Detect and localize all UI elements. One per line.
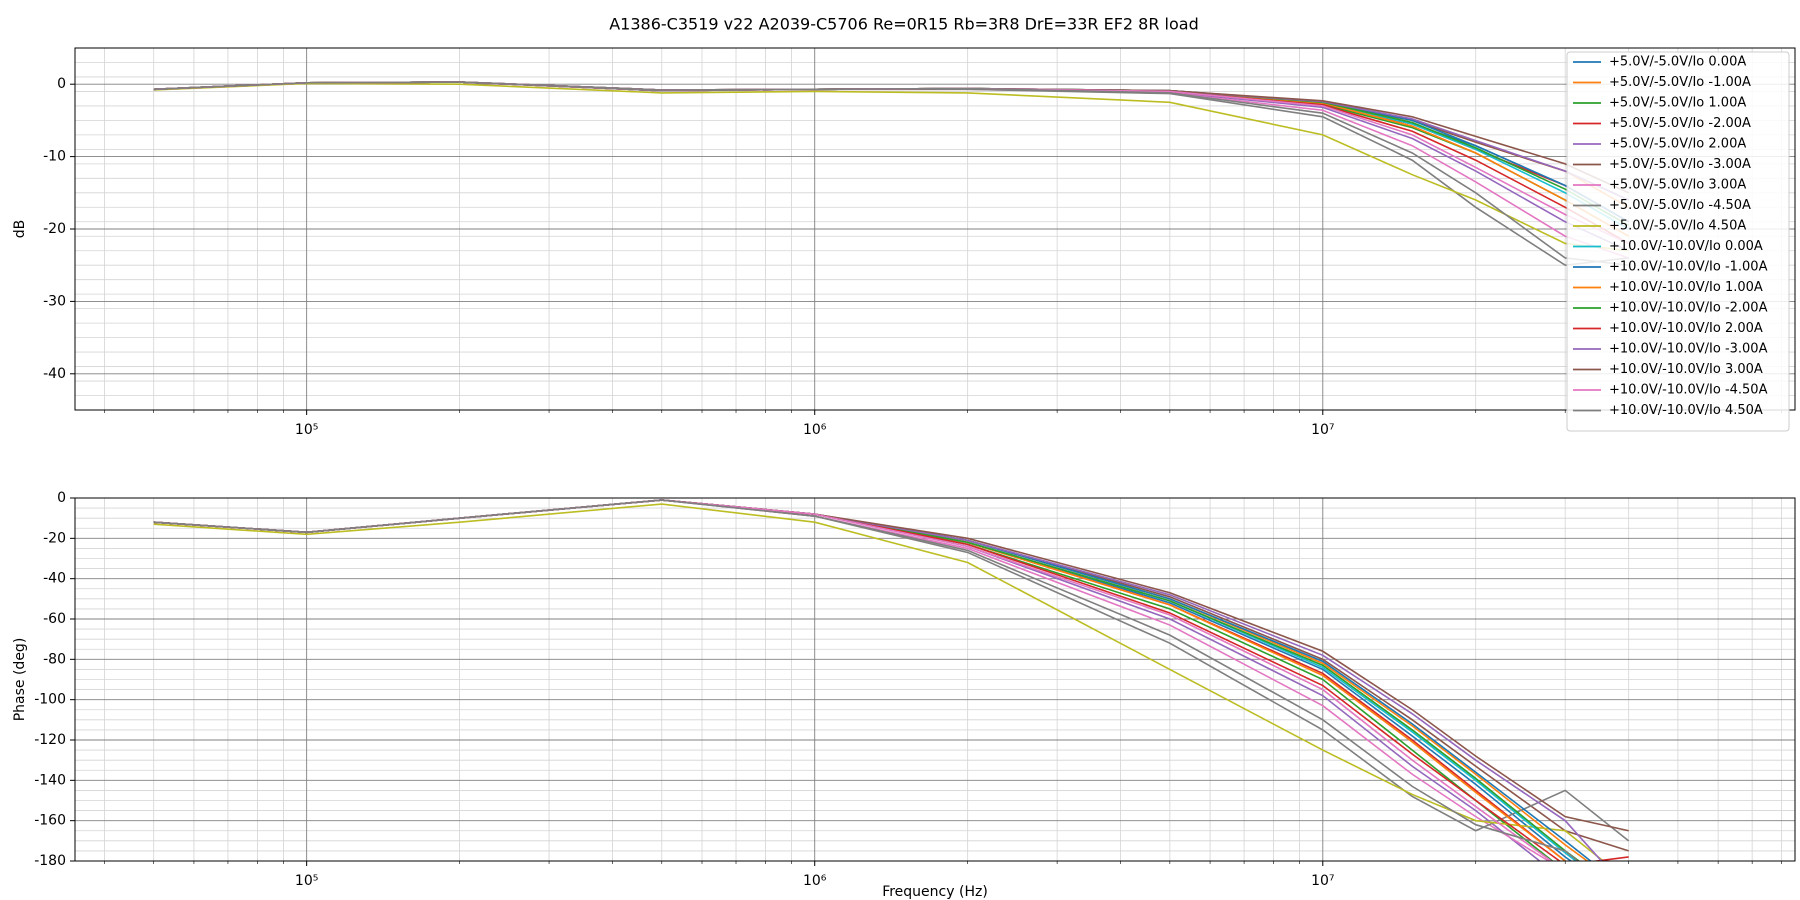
legend-label: +10.0V/-10.0V/Io -2.00A [1609, 301, 1768, 316]
x-tick-label: 10⁷ [1311, 422, 1334, 438]
legend-label: +5.0V/-5.0V/Io 0.00A [1609, 55, 1746, 70]
y-tick-label: -100 [34, 692, 66, 708]
legend-label: +5.0V/-5.0V/Io 2.00A [1609, 137, 1746, 152]
legend-label: +10.0V/-10.0V/Io -1.00A [1609, 260, 1768, 275]
legend-label: +5.0V/-5.0V/Io -1.00A [1609, 75, 1751, 90]
plot-area [153, 81, 1630, 267]
legend-label: +10.0V/-10.0V/Io 1.00A [1609, 280, 1763, 295]
legend-label: +5.0V/-5.0V/Io 4.50A [1609, 219, 1746, 234]
legend-label: +5.0V/-5.0V/Io 3.00A [1609, 178, 1746, 193]
y-tick-label: -20 [43, 221, 66, 237]
series-line [153, 81, 1630, 252]
series-line [153, 499, 1629, 852]
legend-label: +10.0V/-10.0V/Io 2.00A [1609, 321, 1763, 336]
axes-frame [74, 497, 1796, 862]
x-tick-label: 10⁶ [803, 422, 827, 438]
legend-label: +10.0V/-10.0V/Io 3.00A [1609, 362, 1763, 377]
x-tick-label: 10⁵ [295, 422, 318, 438]
y-tick-label: -40 [43, 571, 66, 587]
x-tick-label: 10⁵ [295, 873, 318, 889]
series-line [153, 81, 1630, 237]
legend-label: +10.0V/-10.0V/Io -4.50A [1609, 383, 1768, 398]
series-line [153, 81, 1630, 227]
series-line [153, 81, 1629, 259]
x-tick-label: 10⁶ [803, 873, 827, 889]
legend-label: +10.0V/-10.0V/Io -3.00A [1609, 342, 1768, 357]
figure-title: A1386-C3519 v22 A2039-C5706 Re=0R15 Rb=3… [609, 15, 1199, 34]
axes-frame [74, 47, 1796, 411]
series-line [153, 81, 1629, 267]
y-tick-label: -60 [43, 611, 66, 627]
y-tick-label: -20 [43, 530, 66, 546]
series-line [153, 81, 1630, 223]
series-line [153, 81, 1629, 266]
series-line [153, 81, 1630, 237]
y-tick-label: -180 [34, 853, 66, 869]
legend-label: +10.0V/-10.0V/Io 4.50A [1609, 403, 1763, 418]
y-tick-label: -30 [43, 293, 66, 309]
y-tick-label: -40 [43, 366, 66, 382]
series-line [153, 499, 1581, 861]
x-tick-label: 10⁷ [1311, 873, 1334, 889]
y-tick-label: -80 [43, 651, 66, 667]
legend-label: +5.0V/-5.0V/Io -4.50A [1609, 198, 1751, 213]
x-axis-label: Frequency (Hz) [882, 884, 988, 900]
y-tick-label: 0 [57, 76, 66, 92]
legend-label: +5.0V/-5.0V/Io -2.00A [1609, 116, 1751, 131]
y-tick-label: 0 [57, 490, 66, 506]
y-tick-label: -10 [43, 149, 66, 165]
y-tick-label: -160 [34, 813, 66, 829]
plot-area [153, 499, 1630, 861]
y-axis-label: Phase (deg) [12, 638, 28, 722]
series-line [153, 499, 1629, 832]
series-line [153, 81, 1630, 223]
series-line [153, 82, 1629, 252]
series-line [153, 81, 1630, 201]
series-line [153, 81, 1630, 223]
y-tick-label: -140 [34, 772, 66, 788]
series-line [153, 499, 1580, 861]
series-line [153, 503, 1605, 861]
legend-label: +5.0V/-5.0V/Io 1.00A [1609, 96, 1746, 111]
y-tick-label: -120 [34, 732, 66, 748]
y-axis-label: dB [12, 220, 28, 239]
series-line [153, 499, 1630, 842]
legend-label: +10.0V/-10.0V/Io 0.00A [1609, 239, 1763, 254]
legend-box [1566, 51, 1790, 432]
series-line [153, 81, 1630, 201]
legend-label: +5.0V/-5.0V/Io -3.00A [1609, 157, 1751, 172]
